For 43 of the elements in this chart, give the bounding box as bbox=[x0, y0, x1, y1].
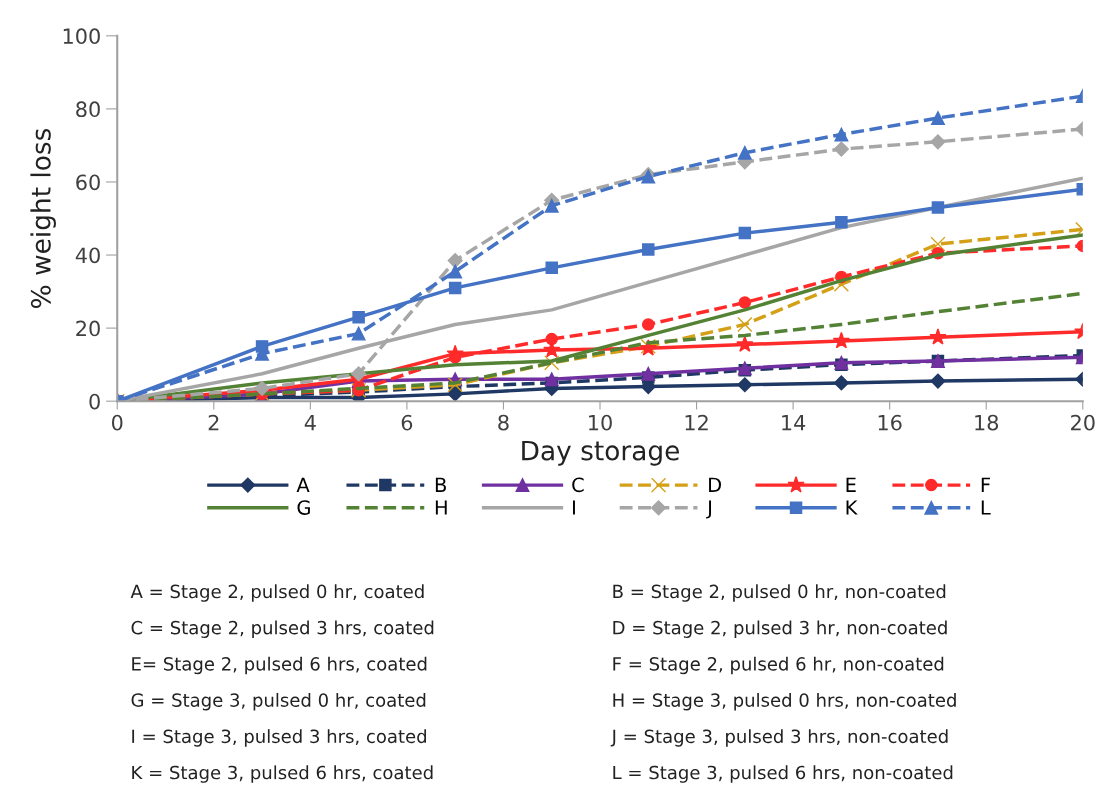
text: H = Stage 3, pulsed 0 hrs, non-coated bbox=[613, 692, 956, 711]
text: I = Stage 3, pulsed 3 hrs, coated bbox=[132, 729, 426, 747]
text: K = Stage 3, pulsed 6 hrs, coated bbox=[132, 765, 433, 783]
text: E= Stage 2, pulsed 6 hrs, coated bbox=[132, 656, 427, 675]
legend-label: C bbox=[572, 477, 584, 493]
legend-label: H bbox=[435, 500, 447, 515]
x-tick-label: 14 bbox=[782, 415, 806, 431]
x-tick-label: 0 bbox=[111, 414, 123, 431]
legend-label: I bbox=[573, 500, 575, 515]
x-tick-label: 16 bbox=[878, 414, 902, 431]
y-tick-label: 40 bbox=[75, 247, 100, 264]
x-tick-label: 12 bbox=[685, 414, 708, 431]
legend-label: F bbox=[981, 477, 990, 492]
x-tick-label: 10 bbox=[589, 414, 612, 431]
text: G = Stage 3, pulsed 0 hr, coated bbox=[131, 692, 426, 711]
text: B = Stage 2, pulsed 0 hr, non-coated bbox=[613, 584, 946, 602]
y-tick-label: 20 bbox=[76, 320, 100, 337]
text: C = Stage 2, pulsed 3 hrs, coated bbox=[131, 620, 434, 638]
legend-label: G bbox=[297, 500, 310, 515]
text: A = Stage 2, pulsed 0 hr, coated bbox=[130, 584, 424, 602]
legend-label: L bbox=[981, 500, 991, 515]
x-tick-label: 18 bbox=[975, 414, 999, 431]
legend-label: D bbox=[709, 477, 722, 492]
x-tick-label: 20 bbox=[1071, 414, 1095, 431]
legend-label: E bbox=[846, 477, 856, 492]
legend-label: B bbox=[435, 477, 446, 492]
x-tick-label: 6 bbox=[401, 414, 413, 431]
x-tick-label: 8 bbox=[498, 414, 509, 431]
y-axis-title: % weight loss bbox=[30, 128, 56, 308]
legend-label: K bbox=[846, 500, 858, 515]
legend-label: J bbox=[706, 500, 712, 519]
legend-label: A bbox=[296, 477, 310, 492]
y-tick-label: 0 bbox=[89, 393, 100, 410]
x-tick-label: 2 bbox=[208, 414, 219, 431]
x-tick-label: 4 bbox=[304, 415, 316, 431]
y-tick-label: 80 bbox=[76, 101, 100, 118]
text: D = Stage 2, pulsed 3 hr, non-coated bbox=[613, 620, 947, 638]
text: J = Stage 3, pulsed 3 hrs, non-coated bbox=[610, 729, 948, 747]
text: F = Stage 2, pulsed 6 hr, non-coated bbox=[613, 656, 944, 675]
x-axis-title: Day storage bbox=[522, 440, 679, 466]
y-tick-label: 60 bbox=[76, 174, 100, 191]
text: L = Stage 3, pulsed 6 hrs, non-coated bbox=[613, 765, 953, 783]
y-tick-label: 100 bbox=[63, 28, 100, 45]
